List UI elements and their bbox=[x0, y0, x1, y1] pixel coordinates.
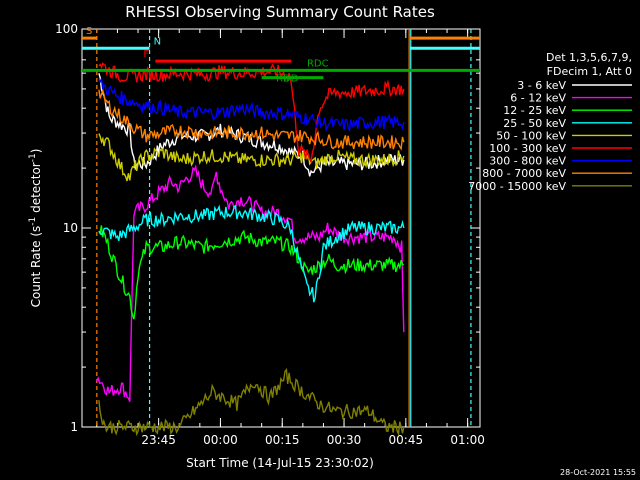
footer-timestamp: 28-Oct-2021 15:55 bbox=[560, 468, 636, 477]
series-line bbox=[98, 133, 405, 182]
y-tick-label: 10 bbox=[63, 221, 78, 235]
series-line bbox=[98, 78, 405, 133]
series-line bbox=[96, 164, 405, 402]
flag-label: N bbox=[154, 36, 161, 47]
legend-label: 300 - 800 keV bbox=[489, 155, 566, 168]
legend-label: 50 - 100 keV bbox=[496, 129, 566, 142]
x-tick-label: 00:15 bbox=[265, 433, 300, 447]
marker-lines bbox=[96, 29, 472, 427]
legend-label: 3 - 6 keV bbox=[517, 79, 566, 92]
flag-label: RDD bbox=[276, 74, 299, 85]
x-tick-label: 00:45 bbox=[389, 433, 424, 447]
series-line bbox=[98, 88, 405, 151]
legend-header-2: FDecim 1, Att 0 bbox=[547, 65, 632, 78]
legend-label: 7000 - 15000 keV bbox=[468, 180, 566, 193]
flag-label: F bbox=[143, 49, 149, 60]
x-tick-label: 00:30 bbox=[327, 433, 362, 447]
flag-label: S bbox=[86, 26, 92, 37]
legend-label: 25 - 50 keV bbox=[503, 117, 566, 130]
legend-label: 12 - 25 keV bbox=[503, 104, 566, 117]
series-line bbox=[98, 225, 405, 320]
x-axis: 23:45 00:00 00:15 00:30 00:45 01:00 bbox=[96, 29, 485, 447]
series-line bbox=[98, 62, 405, 164]
series-line bbox=[98, 73, 405, 177]
flag-bars: S NF RDD RDC bbox=[82, 26, 480, 85]
series-line bbox=[98, 367, 405, 437]
x-tick-label: 01:00 bbox=[450, 433, 485, 447]
y-tick-label: 100 bbox=[55, 22, 78, 36]
legend-label: 6 - 12 keV bbox=[510, 92, 566, 105]
series-lines bbox=[96, 62, 405, 437]
x-tick-label: 23:45 bbox=[141, 433, 176, 447]
y-axis-label: Count Rate (s-1 detector-1) bbox=[28, 149, 43, 308]
legend: Det 1,3,5,6,7,9, FDecim 1, Att 0 3 - 6 k… bbox=[468, 51, 632, 193]
series-line bbox=[98, 204, 405, 303]
y-axis: 1 10 100 bbox=[55, 22, 480, 434]
legend-label: 100 - 300 keV bbox=[489, 142, 566, 155]
x-axis-label: Start Time (14-Jul-15 23:30:02) bbox=[186, 456, 374, 470]
flag-label: RDC bbox=[307, 58, 329, 69]
legend-header-1: Det 1,3,5,6,7,9, bbox=[546, 51, 632, 64]
x-tick-label: 00:00 bbox=[203, 433, 238, 447]
y-tick-label: 1 bbox=[70, 420, 78, 434]
legend-label: 800 - 7000 keV bbox=[482, 167, 566, 180]
plot-frame bbox=[81, 28, 481, 428]
chart-title: RHESSI Observing Summary Count Rates bbox=[125, 3, 435, 21]
